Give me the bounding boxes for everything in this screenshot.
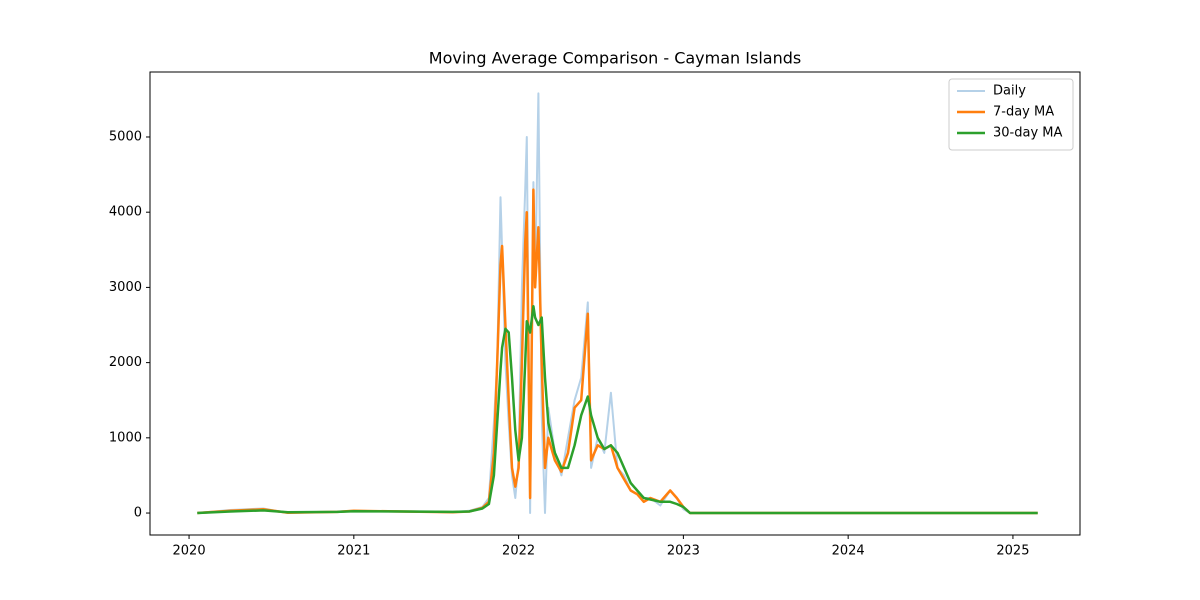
- x-tick-label: 2022: [502, 544, 535, 559]
- chart-title: Moving Average Comparison - Cayman Islan…: [429, 49, 801, 68]
- line-series: [197, 92, 1038, 514]
- legend-label: 7-day MA: [993, 105, 1054, 120]
- y-tick-label: 5000: [109, 129, 142, 144]
- legend-label: 30-day MA: [993, 126, 1062, 141]
- x-tick-label: 2023: [667, 544, 700, 559]
- line-series: [197, 304, 1038, 515]
- y-tick-label: 0: [134, 506, 142, 521]
- y-tick-label: 1000: [109, 430, 142, 445]
- line-series: [197, 188, 1038, 515]
- y-tick-label: 2000: [109, 355, 142, 370]
- x-tick-label: 2020: [173, 544, 206, 559]
- y-tick-label: 4000: [109, 205, 142, 220]
- plot-frame: [149, 71, 1081, 536]
- legend-label: Daily: [993, 84, 1026, 99]
- x-tick-label: 2024: [832, 544, 865, 559]
- x-tick-label: 2025: [996, 544, 1029, 559]
- y-tick-label: 3000: [109, 280, 142, 295]
- x-tick-label: 2021: [337, 544, 370, 559]
